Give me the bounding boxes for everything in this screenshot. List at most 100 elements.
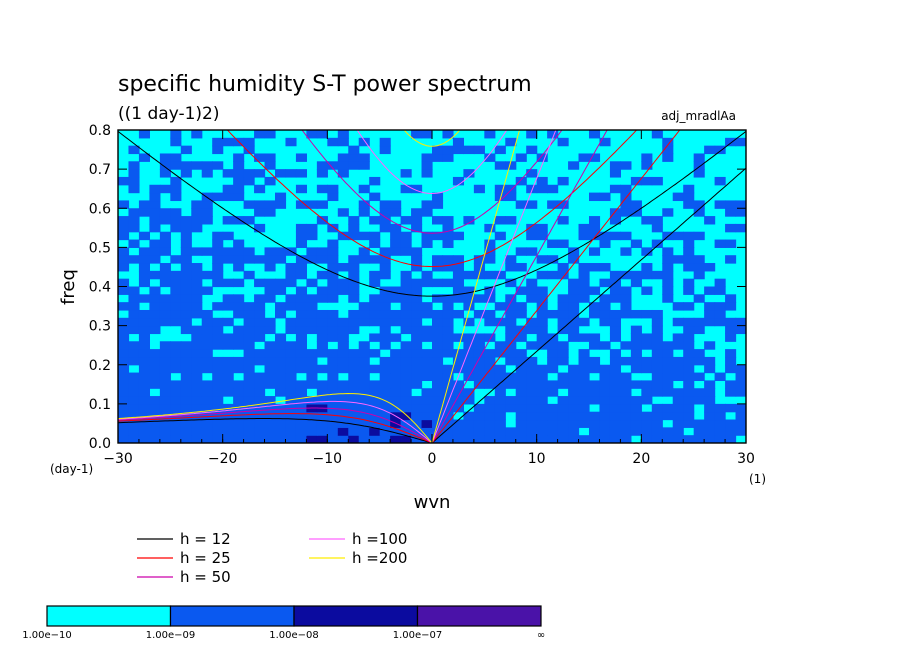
heat-cell bbox=[170, 192, 182, 202]
heat-cell bbox=[128, 435, 140, 443]
heat-cell bbox=[609, 372, 621, 381]
heat-cell bbox=[452, 333, 464, 342]
heat-cell bbox=[348, 286, 360, 295]
heat-cell bbox=[557, 411, 569, 421]
heat-cell bbox=[609, 317, 621, 327]
heat-cell bbox=[316, 169, 328, 178]
heat-cell bbox=[651, 380, 663, 389]
heat-cell bbox=[358, 435, 370, 443]
heat-cell bbox=[379, 137, 391, 147]
heat-cell bbox=[609, 411, 621, 421]
heat-cell bbox=[275, 192, 287, 202]
heat-cell bbox=[212, 325, 224, 335]
heat-cell bbox=[473, 403, 485, 413]
heat-cell bbox=[683, 255, 695, 264]
heat-cell bbox=[683, 396, 695, 405]
heat-cell bbox=[526, 341, 538, 350]
heat-cell bbox=[379, 388, 391, 397]
heat-cell bbox=[149, 208, 161, 217]
heat-cell bbox=[358, 427, 370, 436]
heat-cell bbox=[714, 403, 726, 413]
heat-cell bbox=[180, 255, 192, 264]
heat-cell bbox=[484, 294, 496, 303]
heat-cell bbox=[411, 411, 423, 421]
heat-cell bbox=[295, 263, 307, 272]
y-tick-label: 0.7 bbox=[89, 162, 111, 178]
heat-cell bbox=[662, 435, 674, 443]
heat-cell bbox=[484, 223, 496, 233]
heat-cell bbox=[369, 396, 381, 405]
heat-cell bbox=[662, 403, 674, 413]
heat-cell bbox=[243, 137, 255, 147]
heat-cell bbox=[494, 388, 506, 397]
heat-cell bbox=[725, 317, 737, 327]
heat-cell bbox=[589, 427, 601, 436]
heat-cell bbox=[735, 223, 746, 233]
heat-cell bbox=[473, 411, 485, 421]
heat-cell bbox=[725, 427, 737, 436]
heat-cell bbox=[494, 270, 506, 280]
heat-cell bbox=[557, 239, 569, 248]
heat-cell bbox=[536, 333, 548, 342]
heat-cell bbox=[651, 388, 663, 397]
heat-cell bbox=[536, 388, 548, 397]
heat-cell bbox=[494, 411, 506, 421]
heat-cell bbox=[400, 184, 412, 194]
heat-cell bbox=[191, 427, 203, 436]
heat-cell bbox=[118, 176, 130, 186]
heat-cell bbox=[505, 302, 517, 311]
heat-cell bbox=[662, 208, 674, 217]
heat-cell bbox=[390, 223, 402, 233]
heat-cell bbox=[327, 435, 339, 443]
heat-cell bbox=[432, 356, 444, 366]
heat-cell bbox=[118, 302, 130, 311]
heat-cell bbox=[704, 317, 716, 327]
heat-cell bbox=[620, 192, 632, 202]
heat-cell bbox=[620, 286, 632, 295]
heat-cell bbox=[128, 380, 140, 389]
heat-cell bbox=[180, 286, 192, 295]
heat-cell bbox=[672, 192, 684, 202]
heat-cell bbox=[442, 341, 454, 350]
heat-cell bbox=[526, 169, 538, 178]
heat-cell bbox=[536, 427, 548, 436]
heat-cell bbox=[275, 255, 287, 264]
heat-cell bbox=[159, 341, 171, 350]
heat-cell bbox=[233, 294, 245, 303]
heat-cell bbox=[316, 200, 328, 209]
heat-cell bbox=[358, 200, 370, 209]
heat-cell bbox=[578, 396, 590, 405]
heat-cell bbox=[452, 364, 464, 374]
heat-cell bbox=[725, 356, 737, 366]
heat-cell bbox=[714, 411, 726, 421]
heat-cell bbox=[243, 388, 255, 397]
heat-cell bbox=[233, 255, 245, 264]
heat-cell bbox=[578, 364, 590, 374]
heat-cell bbox=[536, 309, 548, 319]
heat-cell bbox=[536, 341, 548, 350]
heat-cell bbox=[547, 239, 559, 248]
heat-cell bbox=[432, 403, 444, 413]
heat-cell bbox=[295, 223, 307, 233]
heat-cell bbox=[379, 216, 391, 225]
heat-cell bbox=[484, 130, 496, 139]
heat-cell bbox=[515, 176, 527, 186]
heat-cell bbox=[222, 278, 234, 288]
heat-cell bbox=[180, 309, 192, 319]
heat-cell bbox=[515, 153, 527, 162]
heat-cell bbox=[337, 435, 349, 443]
rossby-curve bbox=[118, 400, 433, 443]
heat-cell bbox=[243, 270, 255, 280]
heat-cell bbox=[212, 396, 224, 405]
heat-cell bbox=[672, 403, 684, 413]
heat-cell bbox=[149, 247, 161, 256]
heat-cell bbox=[505, 263, 517, 272]
heat-cell bbox=[526, 286, 538, 295]
heat-cell bbox=[138, 356, 150, 366]
heat-cell bbox=[369, 403, 381, 413]
heat-cell bbox=[442, 231, 454, 241]
heat-cell bbox=[222, 247, 234, 256]
heat-cell bbox=[557, 349, 569, 358]
heat-cell bbox=[484, 349, 496, 358]
heat-cell bbox=[473, 255, 485, 264]
